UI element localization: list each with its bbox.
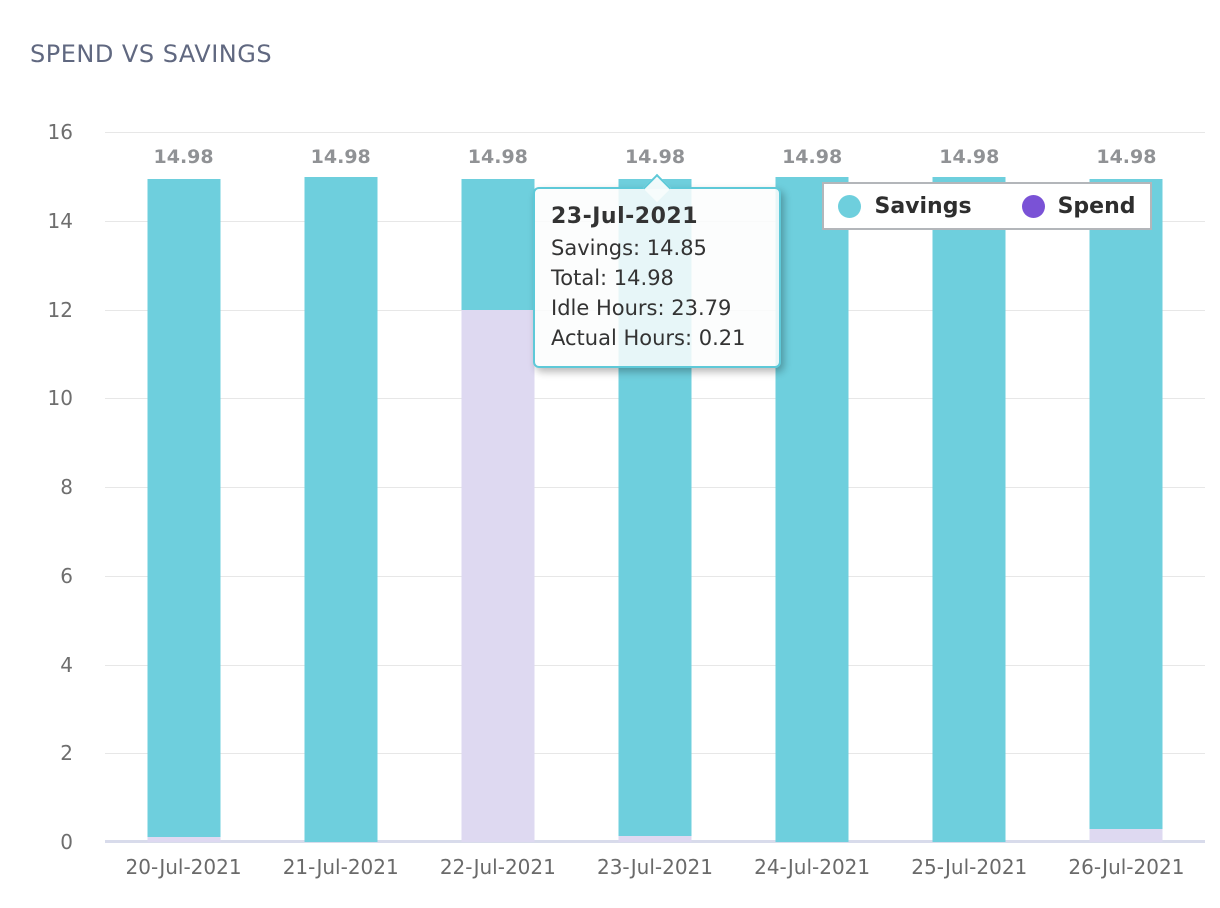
bar-total-label: 14.98 [939, 146, 1000, 169]
bar-column: 14.98 26-Jul-2021 [1048, 132, 1205, 879]
y-tick-label: 2 [60, 741, 73, 766]
savings-bar-segment[interactable] [304, 177, 378, 842]
chart-title: SPEND VS SAVINGS [30, 40, 273, 68]
x-tick-label: 21-Jul-2021 [282, 855, 399, 879]
bar-total-label: 14.98 [310, 146, 371, 169]
y-tick-label: 12 [47, 297, 73, 322]
spend-swatch-icon [1021, 194, 1045, 218]
savings-bar-segment[interactable] [932, 177, 1006, 842]
bar-total-label: 14.98 [467, 146, 528, 169]
x-tick-label: 23-Jul-2021 [596, 855, 713, 879]
x-tick-label: 22-Jul-2021 [439, 855, 556, 879]
y-tick-label: 10 [47, 386, 73, 411]
legend-label-savings: Savings [874, 193, 972, 219]
bar-total-label: 14.98 [153, 146, 214, 169]
spend-bar-segment[interactable] [461, 309, 535, 842]
x-tick-label: 26-Jul-2021 [1068, 855, 1185, 879]
savings-bar-segment[interactable] [461, 177, 535, 310]
y-tick-label: 6 [60, 563, 73, 588]
tooltip-line-savings: Savings: 14.85 [551, 236, 707, 260]
bar-column: 14.98 24-Jul-2021 [734, 132, 891, 879]
savings-bar-segment[interactable] [1089, 177, 1163, 829]
bar-total-label: 14.98 [1096, 146, 1157, 169]
gridline [105, 132, 1205, 133]
savings-swatch-icon [838, 194, 862, 218]
bar-total-label: 14.98 [782, 146, 843, 169]
legend-item-savings[interactable]: Savings [838, 193, 972, 219]
legend-item-spend[interactable]: Spend [1021, 193, 1136, 219]
y-tick-label: 14 [47, 208, 73, 233]
bar-column: 14.98 21-Jul-2021 [262, 132, 419, 879]
y-axis-labels: 0 2 4 6 8 10 12 14 16 [15, 120, 73, 854]
bar-column: 14.98 22-Jul-2021 [419, 132, 576, 879]
x-tick-label: 25-Jul-2021 [911, 855, 1028, 879]
bar-total-label: 14.98 [624, 146, 686, 169]
y-tick-label: 0 [60, 830, 73, 854]
x-tick-label: 20-Jul-2021 [125, 855, 242, 879]
tooltip-line-total: Total: 14.98 [551, 266, 674, 290]
y-tick-label: 16 [47, 120, 73, 144]
spend-bar-segment[interactable] [1089, 828, 1163, 842]
x-tick-label: 24-Jul-2021 [754, 855, 871, 879]
tooltip-title: 23-Jul-2021 [551, 204, 698, 229]
savings-bar-segment[interactable] [147, 177, 221, 837]
bar-column: 14.98 20-Jul-2021 [105, 132, 262, 879]
bar-column: 14.98 25-Jul-2021 [891, 132, 1048, 879]
savings-bar-segment[interactable] [775, 177, 849, 842]
spend-bar-segment[interactable] [618, 836, 692, 842]
y-tick-label: 4 [60, 652, 73, 677]
y-tick-label: 8 [60, 475, 73, 499]
legend-label-spend: Spend [1057, 193, 1136, 219]
spend-bar-segment[interactable] [147, 836, 221, 842]
tooltip-line-actual-hours: Actual Hours: 0.21 [551, 326, 746, 350]
tooltip-line-idle-hours: Idle Hours: 23.79 [551, 296, 732, 320]
tooltip: 23-Jul-2021 Savings: 14.85 Total: 14.98 … [533, 173, 781, 368]
legend: Savings Spend [822, 182, 1152, 230]
